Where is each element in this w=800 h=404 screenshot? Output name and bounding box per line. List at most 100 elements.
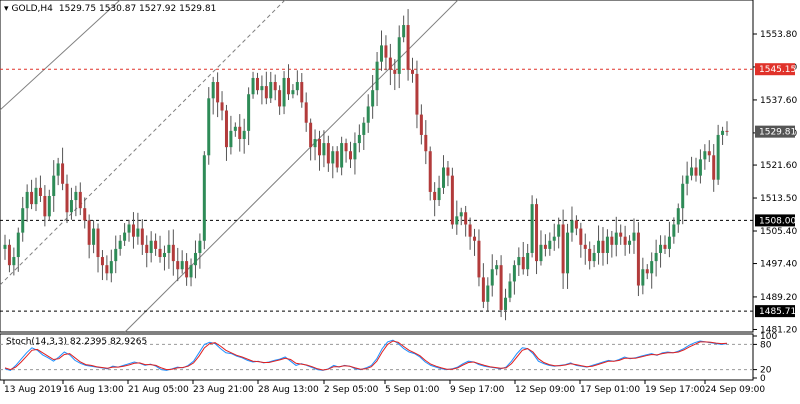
bull-candle [459, 212, 463, 217]
bear-candle [477, 240, 481, 278]
bear-candle [65, 183, 69, 213]
bear-candle [619, 232, 623, 237]
bear-candle [645, 269, 649, 274]
bull-candle [149, 240, 153, 253]
bull-candle [650, 261, 654, 274]
bear-candle [348, 151, 352, 160]
bull-candle [47, 195, 51, 217]
bear-candle [411, 69, 415, 74]
bull-candle [371, 90, 375, 107]
bear-candle [96, 228, 100, 258]
bull-candle [34, 187, 38, 205]
time-tick-label: 9 Sep 17:00 [450, 385, 505, 395]
time-tick-label: 24 Sep 09:00 [705, 385, 765, 395]
bear-candle [255, 77, 259, 91]
bear-candle [105, 265, 109, 274]
bull-candle [397, 37, 401, 74]
price-tick-label: 1521.60 [760, 161, 797, 171]
bull-candle [52, 175, 56, 196]
bull-candle [548, 240, 552, 249]
bull-candle [681, 183, 685, 209]
bear-candle [521, 257, 525, 270]
price-tick-label: 1513.50 [760, 194, 797, 204]
price-tags: 1545.15 1529.81 1508.00 1485.71 [755, 63, 796, 318]
bull-candle [490, 269, 494, 286]
bear-candle [220, 102, 224, 111]
symbol-timeframe: GOLD,H4 [11, 4, 53, 14]
time-tick-label: 16 Aug 13:00 [63, 385, 124, 395]
bull-candle [672, 224, 676, 237]
bull-candle [721, 130, 725, 135]
bull-candle [242, 130, 246, 140]
bull-candle [641, 269, 645, 286]
price-tick-label: 1553.80 [760, 30, 797, 40]
bull-candle [340, 143, 344, 168]
bear-candle [481, 277, 485, 302]
bull-candle [322, 143, 326, 156]
bull-candle [202, 155, 206, 241]
support-price-tag-label: 1508.00 [759, 216, 796, 226]
bull-candle [295, 82, 299, 91]
bull-candle [12, 257, 16, 266]
bear-candle [264, 86, 268, 99]
bear-candle [636, 232, 640, 286]
bear-candle [499, 265, 503, 310]
bull-candle [357, 134, 361, 144]
bear-candle [393, 69, 397, 74]
bull-candle [3, 244, 7, 249]
bull-candle [570, 220, 574, 233]
bull-candle [592, 252, 596, 262]
bear-candle [415, 73, 419, 115]
bull-candle [21, 208, 25, 233]
bull-candle [291, 90, 295, 95]
bull-candle [211, 82, 215, 99]
price-tick-label: 1497.40 [760, 260, 797, 270]
bull-candle [455, 216, 459, 225]
bear-candle [304, 102, 308, 123]
bull-candle [557, 224, 561, 237]
bull-candle [703, 151, 707, 160]
bear-candle [278, 90, 282, 107]
bear-candle [712, 155, 716, 180]
support-price-tag-2-label: 1485.71 [759, 307, 796, 317]
bull-candle [167, 244, 171, 253]
bull-candle [16, 232, 20, 258]
bear-candle [154, 240, 158, 249]
bear-candle [286, 77, 290, 95]
triangle-down-icon[interactable]: ▾ [4, 4, 9, 14]
bull-candle [362, 122, 366, 135]
time-tick-label: 2 Sep 05:00 [324, 385, 379, 395]
bear-candle [185, 261, 189, 278]
time-tick-label: 21 Aug 05:00 [128, 385, 189, 395]
bear-candle [694, 167, 698, 176]
bear-candle [473, 236, 477, 241]
bear-candle [140, 228, 144, 245]
bear-candle [176, 261, 180, 270]
time-tick-label: 12 Sep 09:00 [515, 385, 575, 395]
bear-candle [78, 191, 82, 209]
stoch-main-line [4, 339, 728, 371]
bear-candle [433, 191, 437, 201]
bull-candle [366, 106, 370, 123]
bull-candle [331, 151, 335, 164]
bear-candle [464, 212, 468, 225]
channel-lower-line[interactable] [124, 0, 459, 333]
bear-candle [543, 244, 547, 249]
bull-candle [526, 252, 530, 270]
time-tick-label: 17 Sep 01:00 [580, 385, 640, 395]
bear-candle [61, 163, 65, 184]
bear-candle [309, 122, 313, 148]
bull-candle [92, 228, 96, 245]
bear-candle [131, 224, 135, 237]
bull-candle [180, 261, 184, 270]
bull-candle [566, 232, 570, 274]
bear-candle [43, 195, 47, 217]
bear-candle [158, 248, 162, 258]
channel-upper-line[interactable] [0, 0, 121, 111]
bull-candle [123, 232, 127, 241]
bull-candle [685, 175, 689, 184]
bull-candle [353, 143, 357, 160]
price-axis: 1553.801545.701537.601529.501521.601513.… [753, 30, 797, 335]
